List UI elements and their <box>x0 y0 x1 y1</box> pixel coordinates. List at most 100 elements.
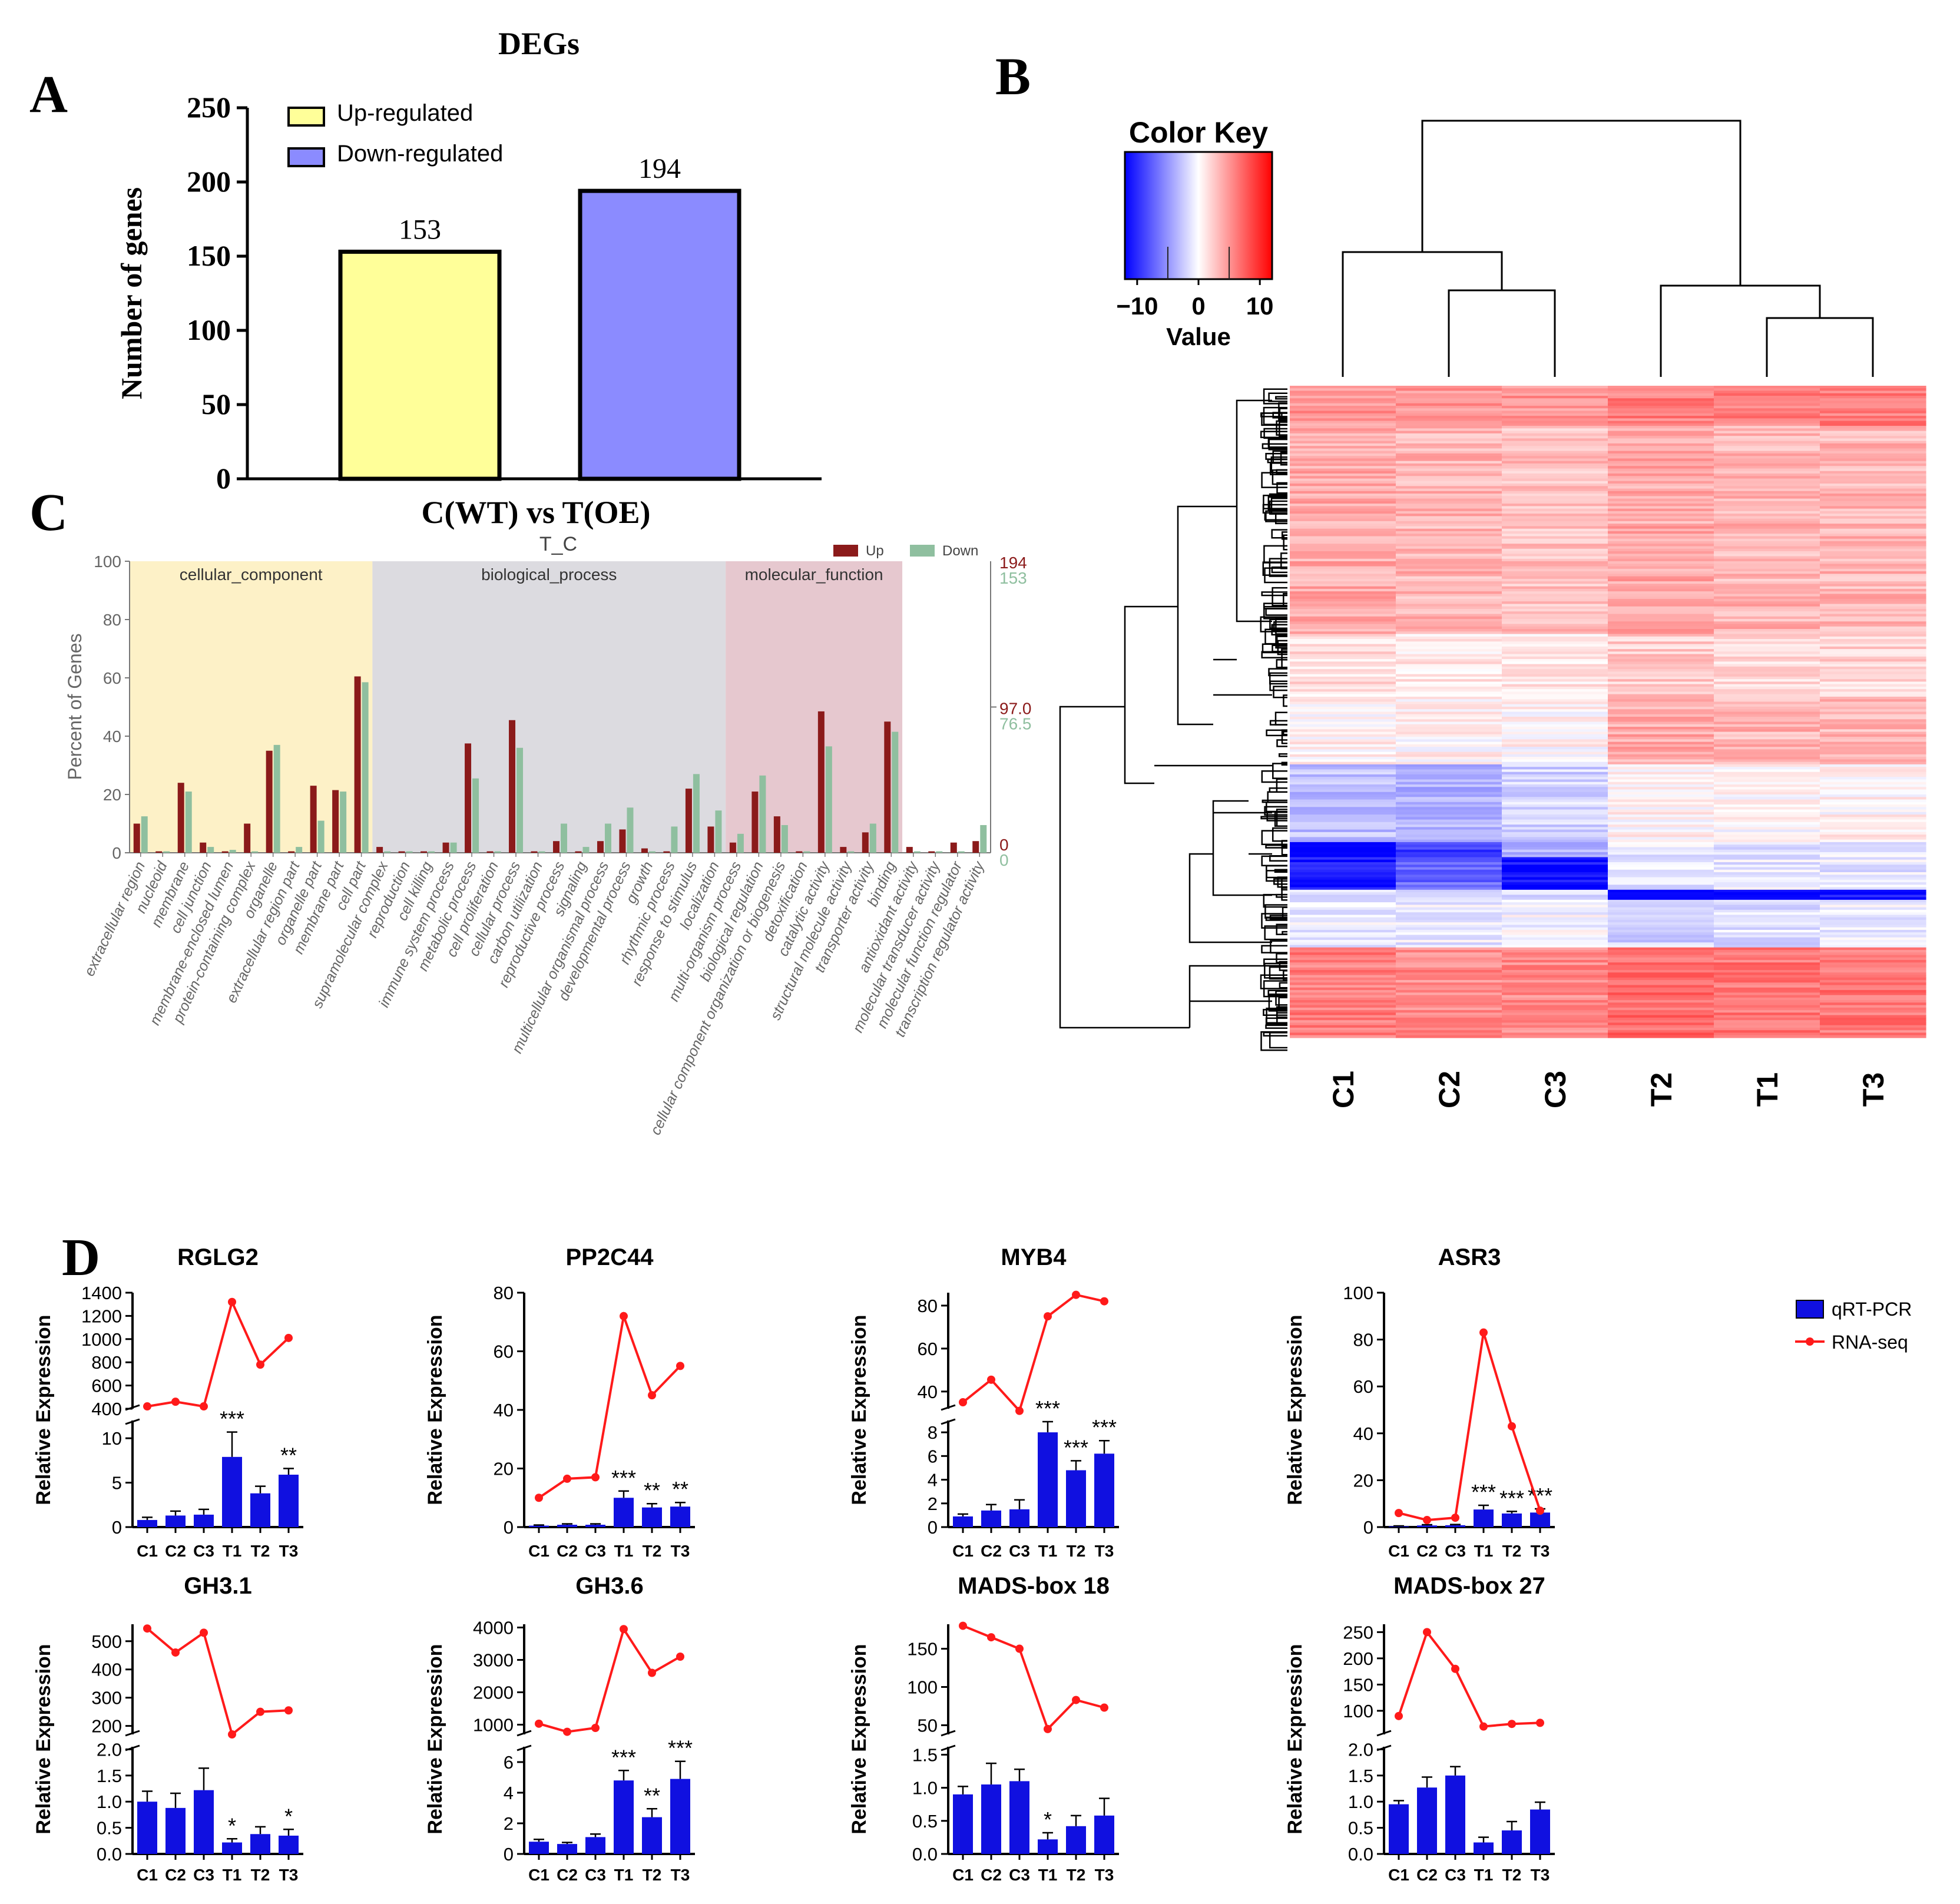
heatmap-cell <box>1290 676 1396 680</box>
heatmap-cell <box>1714 837 1820 840</box>
heatmap-cell <box>1502 506 1608 509</box>
heatmap-cell <box>1396 727 1502 730</box>
dendro-leaf <box>1269 500 1287 515</box>
y-tick-label: 2 <box>504 1813 514 1834</box>
heatmap-cell <box>1290 912 1396 915</box>
heatmap-cell <box>1820 478 1926 482</box>
heatmap-cell <box>1608 719 1714 723</box>
heatmap-cell <box>1608 466 1714 469</box>
x-tick-label: C2 <box>165 1542 186 1560</box>
heatmap-cell <box>1608 463 1714 466</box>
heatmap-cell <box>1714 817 1820 820</box>
heatmap-cell <box>1820 714 1926 717</box>
heatmap-cell <box>1608 852 1714 855</box>
heatmap-cell <box>1502 458 1608 462</box>
heatmap-cell <box>1714 706 1820 710</box>
expression-chart-title: ASR3 <box>1438 1244 1501 1270</box>
dendro-leaf <box>1265 844 1287 849</box>
qpcr-bar <box>1009 1509 1029 1527</box>
heatmap-cell <box>1714 955 1820 958</box>
heatmap-cell <box>1820 644 1926 647</box>
heatmap-cell <box>1502 889 1608 893</box>
heatmap-cell <box>1502 769 1608 773</box>
heatmap-cell <box>1396 769 1502 773</box>
rnaseq-point <box>1423 1516 1431 1525</box>
y-tick-label: 150 <box>1343 1674 1373 1695</box>
heatmap-cell <box>1608 636 1714 640</box>
heatmap-cell <box>1396 892 1502 895</box>
x-tick-label: C2 <box>557 1866 578 1884</box>
heatmap-cell <box>1290 970 1396 973</box>
heatmap-cell <box>1820 779 1926 783</box>
bar-down <box>273 744 280 853</box>
heatmap-cell <box>1396 992 1502 996</box>
heatmap-cell <box>1396 960 1502 963</box>
heatmap-cell <box>1820 671 1926 675</box>
heatmap-cell <box>1502 847 1608 850</box>
heatmap-cell <box>1608 654 1714 657</box>
heatmap-column-label: T3 <box>1857 1072 1890 1107</box>
legend-point-rnaseq <box>1806 1337 1814 1346</box>
y-tick-label: 150 <box>907 1639 938 1660</box>
heatmap-cell <box>1290 666 1396 670</box>
heatmap-cell <box>1502 967 1608 971</box>
heatmap-cell <box>1608 985 1714 988</box>
heatmap-cell <box>1608 438 1714 442</box>
heatmap-cell <box>1714 548 1820 552</box>
heatmap-cell <box>1820 757 1926 760</box>
qpcr-bar <box>557 1525 577 1527</box>
heatmap-cell <box>1714 1010 1820 1014</box>
bar-up <box>442 842 449 853</box>
heatmap-cell <box>1396 674 1502 677</box>
heatmap-cell <box>1396 794 1502 797</box>
panel-label-a: A <box>29 65 68 124</box>
heatmap-cell <box>1820 524 1926 527</box>
heatmap-cell <box>1290 907 1396 910</box>
heatmap-cell <box>1714 804 1820 807</box>
heatmap-cell <box>1820 659 1926 662</box>
heatmap-cell <box>1396 832 1502 835</box>
heatmap-cell <box>1820 594 1926 597</box>
heatmap-cell <box>1714 829 1820 833</box>
heatmap-cell <box>1820 829 1926 833</box>
heatmap-cell <box>1290 892 1396 895</box>
heatmap-cell <box>1714 711 1820 715</box>
heatmap-cell <box>1820 461 1926 464</box>
rnaseq-point <box>200 1628 208 1637</box>
heatmap-cell <box>1714 731 1820 735</box>
heatmap-cell <box>1502 526 1608 529</box>
heatmap-cell <box>1714 461 1820 464</box>
heatmap-cell <box>1714 949 1820 953</box>
heatmap-cell <box>1714 897 1820 900</box>
heatmap-cell <box>1714 651 1820 655</box>
heatmap-cell <box>1396 867 1502 870</box>
heatmap-cell <box>1290 757 1396 760</box>
heatmap-cell <box>1396 1012 1502 1016</box>
heatmap-cell <box>1502 410 1608 414</box>
heatmap-cell <box>1502 912 1608 915</box>
x-tick-label: C3 <box>1445 1542 1466 1560</box>
heatmap-cell <box>1820 451 1926 454</box>
heatmap-cell <box>1608 832 1714 835</box>
heatmap-cell <box>1714 458 1820 462</box>
heatmap-cell <box>1714 396 1820 399</box>
heatmap-cell <box>1502 704 1608 707</box>
heatmap-cell <box>1502 779 1608 783</box>
heatmap-column-label: C1 <box>1327 1071 1360 1108</box>
heatmap-cell <box>1290 608 1396 612</box>
heatmap-cell <box>1820 867 1926 870</box>
heatmap-cell <box>1502 413 1608 416</box>
dendro-leaf <box>1273 686 1287 698</box>
heatmap-cell <box>1290 990 1396 993</box>
heatmap-cell <box>1502 802 1608 805</box>
heatmap-cell <box>1396 919 1502 923</box>
heatmap-cell <box>1290 997 1396 1001</box>
heatmap-cell <box>1502 809 1608 813</box>
heatmap-cell <box>1502 782 1608 785</box>
heatmap-cell <box>1396 925 1502 928</box>
bar-up <box>465 743 472 853</box>
heatmap-cell <box>1502 952 1608 956</box>
heatmap-cell <box>1714 656 1820 660</box>
heatmap-cell <box>1714 857 1820 860</box>
heatmap-cell <box>1502 393 1608 396</box>
